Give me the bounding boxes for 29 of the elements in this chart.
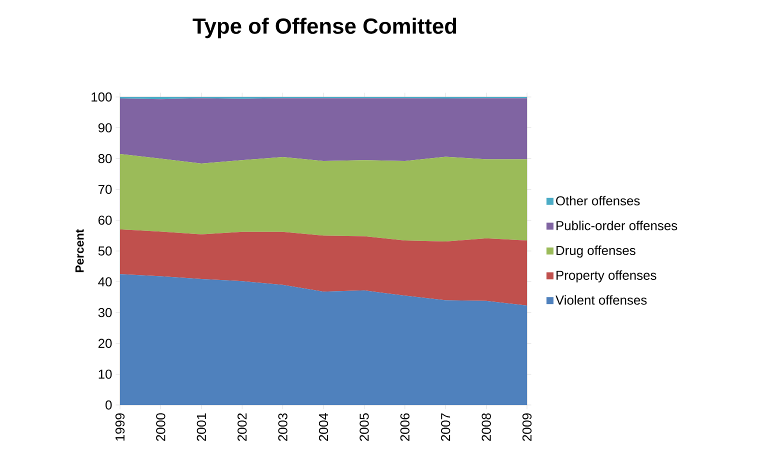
- x-tick-label: 2002: [238, 413, 247, 441]
- x-tick-label: 2003: [278, 413, 288, 441]
- y-tick-label: 10: [98, 370, 112, 379]
- x-tick-label: 1999: [115, 413, 125, 441]
- x-tick-label: 2008: [482, 413, 491, 441]
- y-tick-label: 70: [98, 184, 112, 194]
- y-tick-label: 80: [98, 154, 112, 164]
- y-tick-label: 100: [92, 92, 112, 102]
- x-tick-label: 2006: [400, 413, 410, 441]
- legend-label: Drug offenses: [556, 246, 636, 258]
- x-tick-label: 2001: [196, 413, 206, 441]
- y-tick-label: 20: [98, 338, 112, 348]
- y-axis-title: Percent: [75, 229, 84, 272]
- y-tick-label: 90: [98, 123, 112, 132]
- legend-label: Public-order offenses: [556, 220, 678, 230]
- y-tick-label: 30: [98, 308, 112, 318]
- y-tick-label: 60: [98, 216, 112, 225]
- legend-label: Violent offenses: [556, 295, 647, 305]
- x-tick-label: 2009: [522, 413, 532, 441]
- y-tick-label: 0: [106, 400, 112, 410]
- y-tick-label: 50: [98, 246, 112, 256]
- x-tick-label: 2004: [318, 413, 328, 441]
- x-tick-label: 2000: [156, 413, 166, 441]
- y-tick-label: 40: [98, 277, 112, 286]
- legend-label: Other offenses: [556, 196, 640, 206]
- chart-title: Type of Offense Comitted: [192, 18, 456, 38]
- x-tick-label: 2007: [441, 413, 450, 441]
- x-tick-label: 2005: [360, 413, 369, 441]
- legend-label: Property offenses: [556, 270, 656, 282]
